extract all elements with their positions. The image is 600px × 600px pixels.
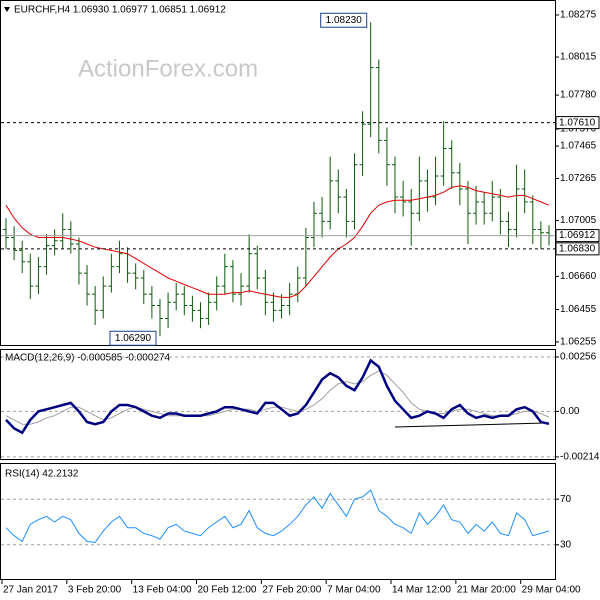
x-tick-label: 7 Mar 04:00 (327, 585, 381, 596)
y-tick-label: 1.07570 (560, 124, 597, 135)
rsi-title: RSI(14) 42.2132 (5, 469, 79, 480)
x-tick-label: 27 Jan 2017 (3, 585, 58, 596)
trend-line (394, 422, 546, 428)
x-tick-label: 21 Mar 20:00 (457, 585, 516, 596)
y-tick-label: 0.00256 (560, 352, 597, 363)
y-tick-label: -0.002142 (560, 452, 600, 463)
y-tick-label: 1.08015 (560, 52, 597, 63)
rsi-panel-frame (0, 463, 556, 580)
annotation-box (320, 12, 368, 28)
annotation-label: 1.08230 (326, 15, 363, 26)
x-tick-label: 3 Feb 20:00 (68, 585, 122, 596)
x-tick-label: 20 Feb 12:00 (198, 585, 257, 596)
y-tick-label: 1.06660 (560, 271, 597, 282)
y-tick-label: 1.07780 (560, 90, 597, 101)
x-tick-label: 27 Feb 20:00 (262, 585, 321, 596)
series-line (5, 489, 550, 544)
chart-title: EURCHF,H4 1.06930 1.06977 1.06851 1.0691… (14, 5, 226, 16)
x-tick-label: 29 Mar 04:00 (522, 585, 581, 596)
y-tick-label: 1.06455 (560, 304, 597, 315)
y-tick-label: 1.08275 (560, 10, 597, 21)
series-line (5, 185, 550, 298)
price-level-box (555, 229, 600, 243)
macd-title: MACD(12,26,9) -0.000585 -0.000274 (5, 353, 171, 364)
y-tick-label: 0.00 (560, 406, 580, 417)
price-level-label: 1.06912 (559, 230, 596, 241)
price-level-box (555, 116, 600, 130)
main-panel-frame (0, 0, 556, 346)
x-tick-label: 14 Mar 12:00 (392, 585, 451, 596)
annotation-label: 1.06290 (115, 333, 152, 344)
watermark: ActionForex.com (78, 55, 258, 82)
y-tick-label: 30 (560, 539, 572, 550)
collapse-arrow (4, 7, 10, 12)
y-tick-label: 1.07265 (560, 173, 597, 184)
series-line (5, 358, 550, 435)
y-tick-label: 1.06255 (560, 337, 597, 348)
y-tick-label: 70 (560, 494, 572, 505)
x-tick-label: 13 Feb 04:00 (133, 585, 192, 596)
annotation-box (109, 330, 157, 346)
price-level-label: 1.07610 (559, 117, 596, 128)
price-level-label: 1.06830 (559, 243, 596, 254)
price-level-box (555, 242, 600, 256)
y-tick-label: 1.07005 (560, 215, 597, 226)
y-tick-label: 1.07465 (560, 141, 597, 152)
macd-panel-frame (0, 349, 556, 460)
series-line (5, 370, 550, 425)
